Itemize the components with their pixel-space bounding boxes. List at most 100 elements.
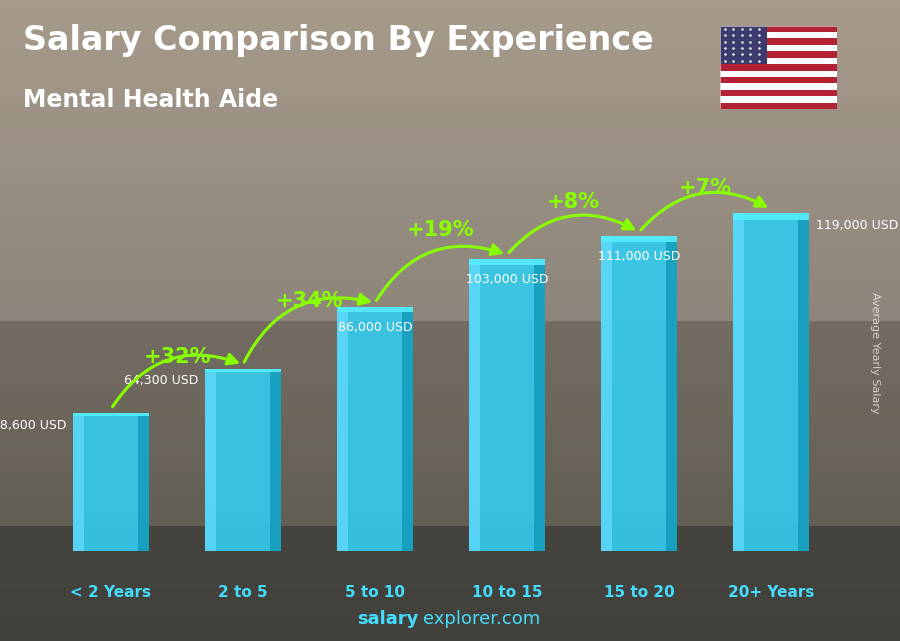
Bar — [0, 470, 900, 481]
Bar — [270, 369, 282, 551]
Bar — [0, 342, 900, 353]
Bar — [73, 413, 85, 551]
Bar — [0, 502, 900, 513]
Bar — [720, 58, 837, 64]
Bar — [469, 259, 545, 551]
Bar — [0, 481, 900, 492]
Bar — [73, 413, 149, 551]
Text: +7%: +7% — [679, 178, 732, 198]
Bar — [0, 288, 900, 299]
Bar — [0, 492, 900, 502]
Bar — [0, 524, 900, 534]
Bar — [0, 353, 900, 363]
Bar — [0, 630, 900, 641]
Bar — [0, 139, 900, 149]
Bar — [0, 331, 900, 342]
Bar — [0, 449, 900, 460]
Bar — [0, 320, 900, 331]
Bar — [797, 213, 809, 551]
Text: Mental Health Aide: Mental Health Aide — [23, 88, 278, 112]
Bar — [0, 203, 900, 213]
Bar — [0, 128, 900, 139]
Bar — [0, 545, 900, 556]
Bar — [0, 299, 900, 310]
Bar — [720, 90, 837, 96]
Bar — [0, 117, 900, 128]
Bar — [600, 236, 678, 551]
Bar — [733, 213, 744, 551]
Bar — [720, 96, 837, 103]
Bar — [0, 460, 900, 470]
Bar — [666, 236, 678, 551]
Text: 86,000 USD: 86,000 USD — [338, 321, 412, 335]
Bar — [337, 307, 348, 551]
Bar — [720, 26, 837, 32]
Bar — [337, 307, 413, 312]
Bar — [401, 307, 413, 551]
Bar — [0, 11, 900, 21]
Bar — [0, 256, 900, 267]
Bar — [469, 259, 481, 551]
Bar — [0, 160, 900, 171]
Bar — [0, 43, 900, 53]
Bar — [0, 406, 900, 417]
Bar — [0, 395, 900, 406]
Bar — [0, 620, 900, 630]
Bar — [0, 246, 900, 256]
Bar — [337, 307, 413, 551]
Bar — [204, 369, 282, 372]
Bar — [0, 32, 900, 43]
Text: +32%: +32% — [143, 347, 211, 367]
Bar — [0, 556, 900, 566]
Text: 111,000 USD: 111,000 USD — [598, 251, 680, 263]
Text: Salary Comparison By Experience: Salary Comparison By Experience — [23, 24, 653, 57]
Bar — [0, 534, 900, 545]
Bar — [600, 236, 678, 242]
Text: 10 to 15: 10 to 15 — [472, 585, 542, 601]
Bar — [0, 513, 900, 524]
Bar — [0, 64, 900, 75]
Text: 5 to 10: 5 to 10 — [345, 585, 405, 601]
Bar — [0, 267, 900, 278]
Bar — [0, 566, 900, 577]
Text: +19%: +19% — [407, 221, 475, 240]
Bar — [0, 598, 900, 609]
Bar — [0, 417, 900, 428]
Bar — [0, 385, 900, 395]
Text: Average Yearly Salary: Average Yearly Salary — [869, 292, 880, 413]
Bar — [0, 577, 900, 588]
Bar — [720, 51, 837, 58]
Text: 64,300 USD: 64,300 USD — [123, 374, 198, 387]
Bar — [0, 310, 900, 320]
Bar — [720, 45, 837, 51]
Bar — [0, 224, 900, 235]
Text: < 2 Years: < 2 Years — [70, 585, 151, 601]
Bar — [720, 64, 837, 71]
Bar — [0, 181, 900, 192]
Bar — [469, 259, 545, 265]
Bar — [204, 369, 282, 551]
Text: 119,000 USD: 119,000 USD — [816, 219, 898, 232]
Bar — [73, 413, 149, 416]
Bar — [0, 526, 900, 641]
Bar — [0, 53, 900, 64]
Text: +8%: +8% — [546, 192, 599, 212]
Text: 48,600 USD: 48,600 USD — [0, 419, 66, 432]
Bar — [0, 85, 900, 96]
Bar — [0, 374, 900, 385]
Bar — [720, 103, 837, 109]
Text: +34%: +34% — [275, 290, 343, 311]
Text: salary: salary — [357, 610, 418, 628]
Text: 15 to 20: 15 to 20 — [604, 585, 674, 601]
Bar — [733, 213, 809, 551]
Text: 103,000 USD: 103,000 USD — [466, 273, 548, 286]
Bar — [138, 413, 149, 551]
Bar — [534, 259, 545, 551]
Bar — [0, 171, 900, 181]
Bar — [0, 149, 900, 160]
Bar — [0, 96, 900, 107]
Bar — [0, 438, 900, 449]
Bar — [0, 363, 900, 374]
Text: 20+ Years: 20+ Years — [728, 585, 814, 601]
Bar — [0, 75, 900, 85]
